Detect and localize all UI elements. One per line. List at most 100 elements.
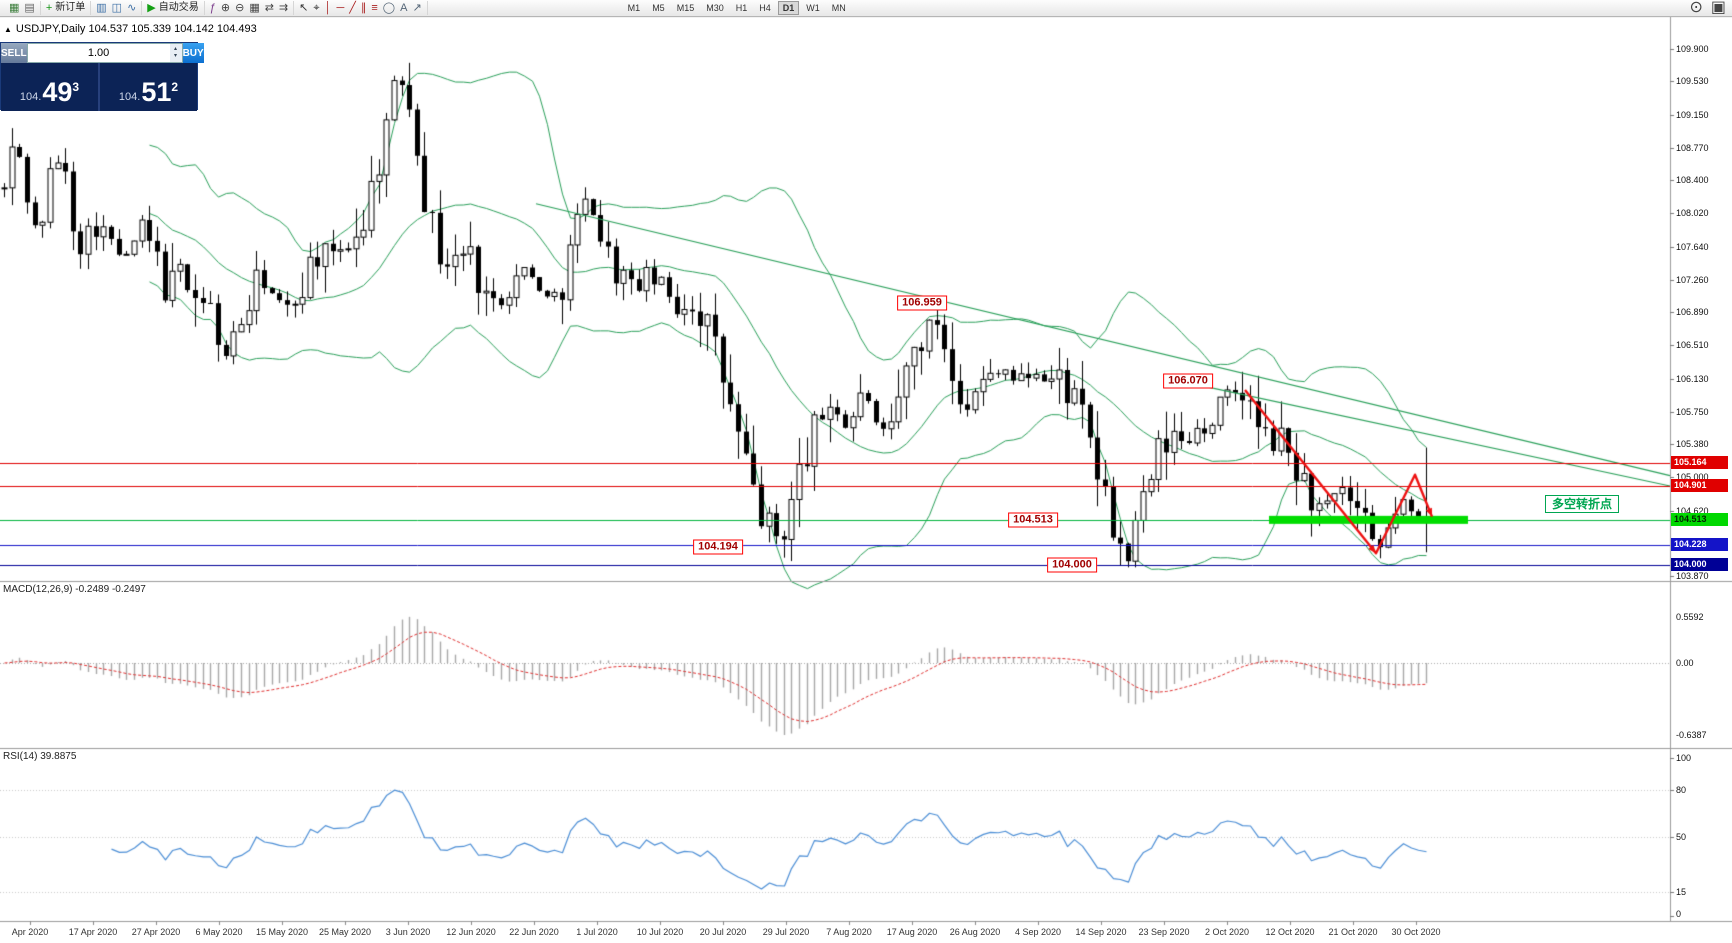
toolbar-group: ▥ ◫ ∿ [91,1,143,15]
vertical-line-icon[interactable]: │ [325,1,332,15]
ask-big-digits: 51 [141,77,172,107]
trendline-icon[interactable]: ╱ [349,1,356,15]
date-label: 20 Jul 2020 [699,927,747,937]
candle-chart-icon[interactable]: ◫ [112,1,122,15]
rsi-scale[interactable]: 100 80 50 15 0 [1670,748,1732,921]
horizontal-line-icon[interactable]: ─ [336,1,344,15]
new-order-button[interactable]: + 新订单 [46,1,85,15]
rsi-scale-tick: 0 [1676,909,1682,919]
date-label: 12 Oct 2020 [1265,927,1315,937]
sell-button[interactable]: SELL [1,43,27,63]
date-label: 17 Aug 2020 [886,927,938,937]
timeframe-toolbar: M1 M5 M15 M30 H1 H4 D1 W1 MN [618,1,856,15]
fibonacci-icon[interactable]: ≡ [371,1,377,15]
toolbar: ▦ ▤ + 新订单 ▥ ◫ ∿ ▶ 自动交易 ƒ ⊕ ⊖ ▦ ⇄ ⇉ ↖ ⌖ │ ─ ╱ ∥ ≡ ◯ A ↗ M1 M5 M15 M30… [0,0,1732,17]
date-label: 12 Jun 2020 [446,927,496,937]
date-label: 4 Sep 2020 [1014,927,1062,937]
date-axis[interactable]: Apr 2020 17 Apr 2020 27 Apr 2020 6 May 2020… [0,921,1670,943]
toolbar-group: ▶ 自动交易 [142,1,205,15]
timeframe-H1[interactable]: H1 [735,3,748,13]
volume-down-icon[interactable]: ▾ [174,53,178,59]
arrow-tools-icon[interactable]: ↗ [412,1,421,15]
cursor-icon[interactable]: ↖ [299,1,308,15]
ask-price[interactable]: 104. 51 2 [100,63,197,111]
date-label: 26 Aug 2020 [949,927,1001,937]
price-annotation[interactable]: 104.513 [1008,512,1058,528]
date-label: 30 Oct 2020 [1391,927,1441,937]
price-scale-tick: 105.000 [1676,472,1709,483]
chart-shift-icon[interactable]: ⇉ [279,1,288,15]
timeframe-MN[interactable]: MN [831,3,846,13]
macd-label: MACD(12,26,9) -0.2489 -0.2497 [3,584,146,595]
auto-trading-button: ▶ [147,2,156,14]
price-tag-104.513: 104.513 [1671,513,1728,527]
tile-windows-icon[interactable]: ▦ [249,1,259,15]
bid-price[interactable]: 104. 49 3 [1,63,98,111]
timeframe-D1[interactable]: D1 [777,1,800,15]
timeframe-M15[interactable]: M15 [676,3,695,13]
date-label: 6 May 2020 [195,927,243,937]
price-annotation[interactable]: 104.000 [1047,557,1097,573]
price-tag-105.164: 105.164 [1671,456,1728,470]
date-label: 14 Sep 2020 [1075,927,1127,937]
new-order-button-label: 新订单 [55,2,86,13]
ask-prefix: 104. [118,91,141,103]
channel-icon: ∥ [360,2,367,14]
zoom-in-icon[interactable]: ⊕ [221,1,230,15]
price-scale-tick: 106.130 [1676,373,1709,384]
price-annotation[interactable]: 106.070 [1163,373,1213,389]
price-scale-tick: 104.620 [1676,505,1709,516]
price-annotation[interactable]: 104.194 [693,539,743,555]
volume-up-icon[interactable]: ▴ [174,46,178,52]
turning-point-note[interactable]: 多空转折点 [1544,494,1620,513]
price-scale-tick: 107.640 [1676,241,1709,252]
price-scale-tick: 109.530 [1676,76,1709,87]
macd-scale-tick: -0.6387 [1676,730,1707,740]
price-scale[interactable]: 109.900 109.530 109.150 108.770 108.400 108.0… [1670,16,1732,581]
shapes-icon[interactable]: ◯ [383,1,395,15]
timeframe-M30[interactable]: M30 [706,3,724,13]
price-tag-104.000: 104.000 [1671,558,1728,572]
profiles-icon[interactable]: ▤ [24,1,34,15]
buy-button[interactable]: BUY [182,43,204,63]
price-scale-tick: 105.380 [1676,439,1709,450]
text-icon[interactable]: A [400,1,407,15]
one-click-toggle-icon[interactable]: ▲ [4,24,12,34]
price-tag-104.901: 104.901 [1671,479,1728,493]
timeframe-H4[interactable]: H4 [759,3,771,13]
zoom-out-icon[interactable]: ⊖ [235,1,244,15]
chart-title-ohlc: USDJPY,Daily 104.537 105.339 104.142 104… [15,23,257,35]
crosshair-icon[interactable]: ⌖ [313,1,319,15]
bid-prefix: 104. [19,91,42,103]
timeframe-M1[interactable]: M1 [627,3,641,13]
layout-icon[interactable]: ▣ [1710,0,1726,16]
new-chart-icon[interactable]: ▦ [9,1,19,15]
arrow-tools-icon: ↗ [412,2,422,14]
date-label: 29 Jul 2020 [762,927,810,937]
one-click-trading-widget: SELL ▴ ▾ BUY 104.493 104.512 [0,42,204,111]
rsi-scale-tick: 80 [1676,784,1687,795]
ask-pip-digit: 2 [171,80,179,94]
date-label: 3 Jun 2020 [385,927,431,937]
line-chart-icon[interactable]: ∿ [127,1,136,15]
timeframe-M5[interactable]: M5 [652,3,665,13]
bar-chart-icon[interactable]: ▥ [96,1,106,15]
date-label: 10 Jul 2020 [636,927,684,937]
price-scale-tick: 107.260 [1676,274,1709,285]
date-label: 2 Oct 2020 [1204,927,1250,937]
auto-trading-button[interactable]: ▶ 自动交易 [147,1,198,15]
magnifier-icon[interactable]: ⊙ [1689,0,1703,16]
price-annotation[interactable]: 106.959 [897,295,947,311]
zoom-in-icon: ⊕ [220,2,231,14]
volume-input[interactable] [27,44,170,62]
date-label: 15 May 2020 [255,927,309,937]
date-label: 27 Apr 2020 [131,927,181,937]
indicators-icon[interactable]: ƒ [210,1,216,15]
timeframe-W1[interactable]: W1 [806,3,820,13]
macd-scale[interactable]: 0.5592 0.00 -0.6387 [1670,581,1732,748]
channel-icon[interactable]: ∥ [361,1,367,15]
price-scale-tick: 103.870 [1676,571,1709,582]
auto-scroll-icon[interactable]: ⇄ [265,1,274,15]
rsi-scale-tick: 50 [1676,832,1687,842]
